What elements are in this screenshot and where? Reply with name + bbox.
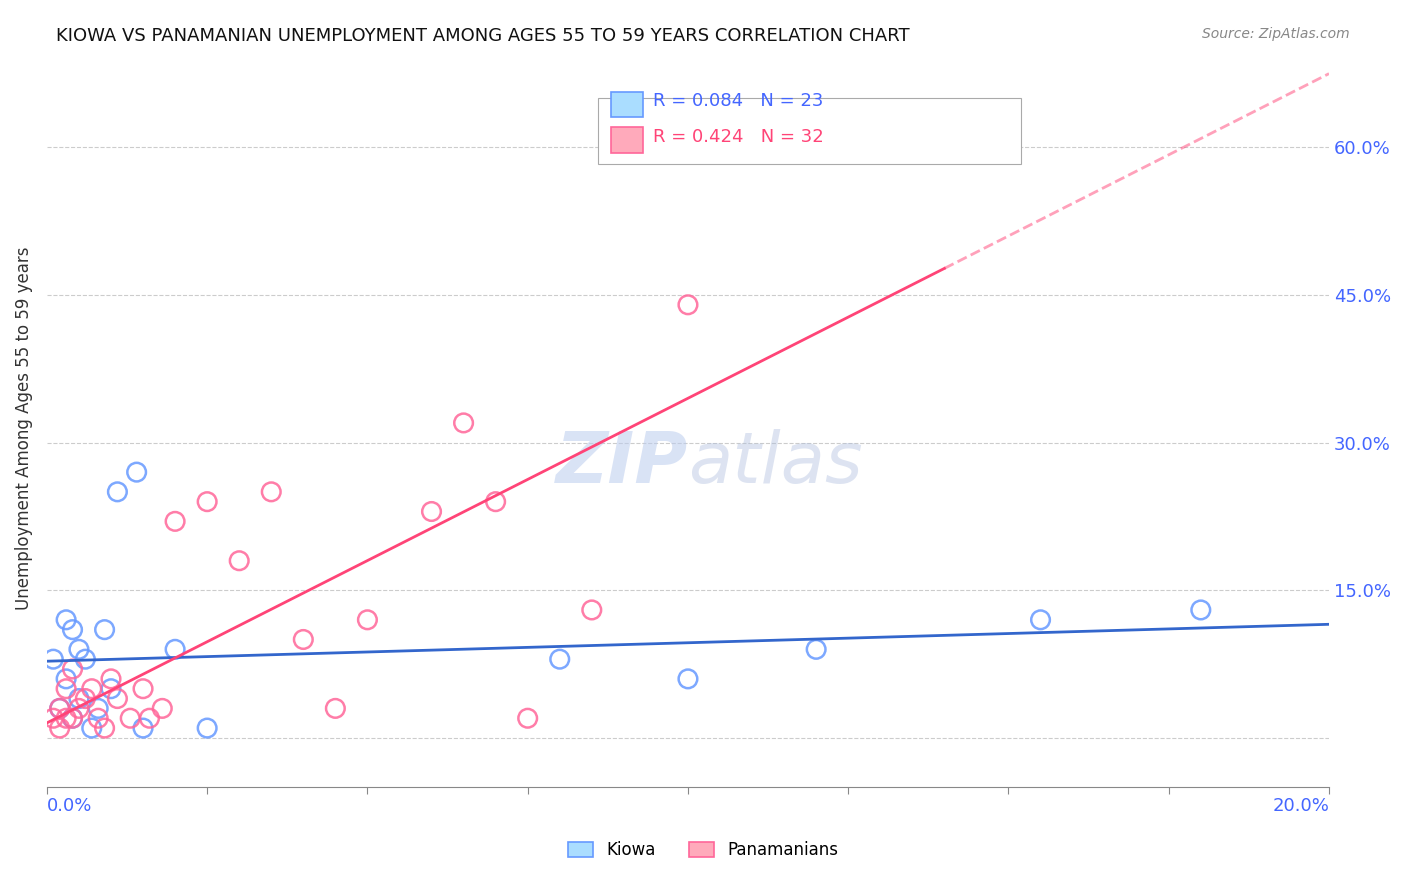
Point — [55, 681, 77, 696]
Point — [804, 642, 827, 657]
Point — [42, 711, 65, 725]
Point — [93, 721, 115, 735]
Point — [87, 711, 110, 725]
Text: Source: ZipAtlas.com: Source: ZipAtlas.com — [1202, 27, 1350, 41]
Point — [228, 554, 250, 568]
Point — [48, 701, 70, 715]
Text: KIOWA VS PANAMANIAN UNEMPLOYMENT AMONG AGES 55 TO 59 YEARS CORRELATION CHART: KIOWA VS PANAMANIAN UNEMPLOYMENT AMONG A… — [56, 27, 910, 45]
Text: 0.0%: 0.0% — [46, 797, 93, 815]
Point — [138, 711, 160, 725]
Point — [67, 642, 90, 657]
Point — [48, 721, 70, 735]
Point — [1029, 613, 1052, 627]
Point — [42, 652, 65, 666]
Point — [62, 711, 84, 725]
Point — [548, 652, 571, 666]
Point — [325, 701, 347, 715]
FancyBboxPatch shape — [598, 98, 1021, 164]
Legend: Kiowa, Panamanians: Kiowa, Panamanians — [561, 835, 845, 866]
FancyBboxPatch shape — [612, 128, 643, 153]
Point — [132, 721, 155, 735]
Point — [67, 701, 90, 715]
Text: 20.0%: 20.0% — [1272, 797, 1329, 815]
Point — [67, 691, 90, 706]
Point — [62, 711, 84, 725]
Point — [581, 603, 603, 617]
Point — [75, 652, 97, 666]
FancyBboxPatch shape — [612, 92, 643, 117]
Point — [195, 721, 218, 735]
Point — [80, 721, 103, 735]
Point — [100, 681, 122, 696]
Point — [165, 642, 187, 657]
Point — [62, 662, 84, 676]
Point — [150, 701, 173, 715]
Point — [165, 514, 187, 528]
Point — [80, 681, 103, 696]
Text: R = 0.424   N = 32: R = 0.424 N = 32 — [654, 128, 824, 145]
Point — [516, 711, 538, 725]
Point — [125, 465, 148, 479]
Point — [934, 140, 956, 154]
Point — [195, 494, 218, 508]
Text: ZIP: ZIP — [555, 429, 688, 499]
Point — [453, 416, 475, 430]
Point — [87, 701, 110, 715]
Point — [55, 711, 77, 725]
Point — [420, 504, 443, 518]
Point — [48, 701, 70, 715]
Point — [260, 484, 283, 499]
Point — [292, 632, 315, 647]
Text: atlas: atlas — [688, 429, 862, 499]
Point — [485, 494, 508, 508]
Text: R = 0.084   N = 23: R = 0.084 N = 23 — [654, 92, 824, 110]
Point — [55, 613, 77, 627]
Point — [75, 691, 97, 706]
Point — [100, 672, 122, 686]
Point — [62, 623, 84, 637]
Point — [132, 681, 155, 696]
Point — [107, 691, 129, 706]
Point — [676, 672, 699, 686]
Y-axis label: Unemployment Among Ages 55 to 59 years: Unemployment Among Ages 55 to 59 years — [15, 246, 32, 609]
Point — [107, 484, 129, 499]
Point — [676, 298, 699, 312]
Point — [55, 672, 77, 686]
Point — [93, 623, 115, 637]
Point — [120, 711, 142, 725]
Point — [1189, 603, 1212, 617]
Point — [356, 613, 378, 627]
